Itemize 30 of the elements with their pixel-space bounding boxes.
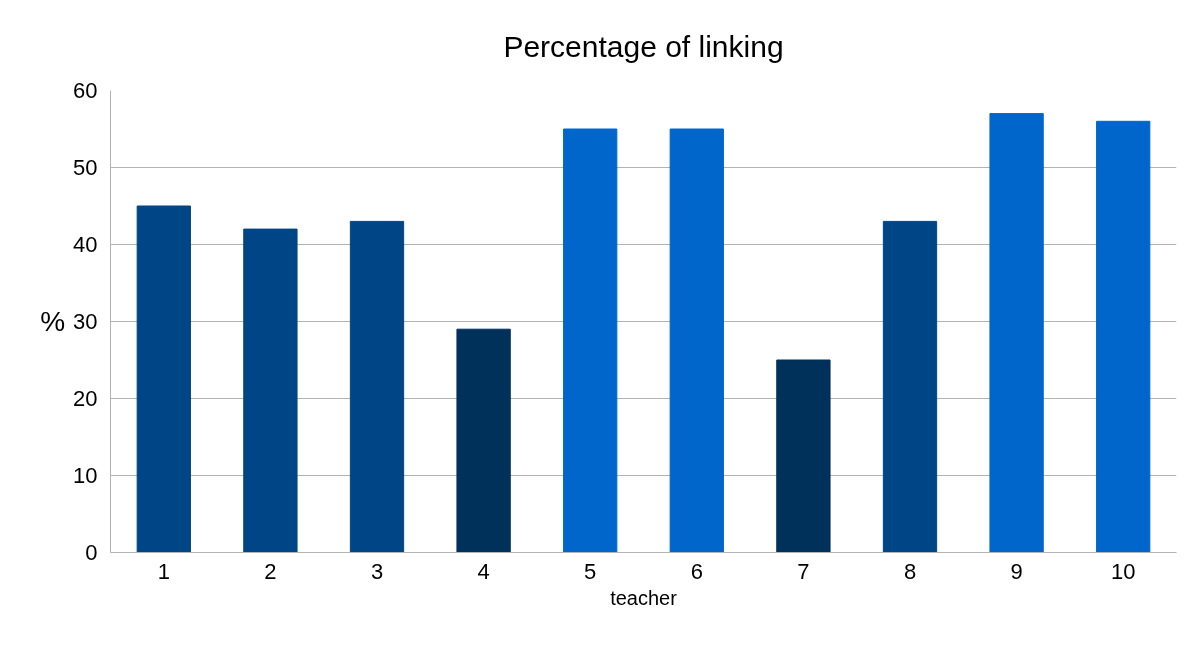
bar <box>563 128 618 553</box>
bar <box>882 220 938 553</box>
x-tick-label: 5 <box>584 558 597 584</box>
x-tick-label: 9 <box>1010 558 1023 584</box>
x-tick-label: 6 <box>690 558 703 584</box>
y-tick-label: 40 <box>73 232 98 257</box>
bar <box>1096 120 1151 553</box>
x-tick-label: 4 <box>477 558 490 584</box>
bar <box>349 220 405 553</box>
bar <box>243 228 298 553</box>
y-tick-label: 50 <box>73 155 98 180</box>
y-tick-label: 10 <box>73 463 98 488</box>
x-tick-label: 7 <box>797 558 810 584</box>
x-tick-label: 3 <box>370 558 384 584</box>
y-axis-title: % <box>40 306 66 337</box>
bar <box>776 359 831 553</box>
bar <box>136 205 191 553</box>
y-tick-label: 60 <box>73 78 98 103</box>
x-tick-label: 10 <box>1110 558 1136 584</box>
bar <box>669 128 724 553</box>
chart-title: Percentage of linking <box>503 30 784 63</box>
x-tick-label: 1 <box>157 558 170 584</box>
bar <box>456 328 511 553</box>
bar <box>989 113 1044 553</box>
y-tick-label: 30 <box>73 309 98 334</box>
y-tick-label: 0 <box>85 540 98 565</box>
x-tick-label: 8 <box>903 558 917 584</box>
x-tick-label: 2 <box>264 558 277 584</box>
x-axis-title: teacher <box>610 586 678 609</box>
y-tick-label: 20 <box>73 386 98 411</box>
